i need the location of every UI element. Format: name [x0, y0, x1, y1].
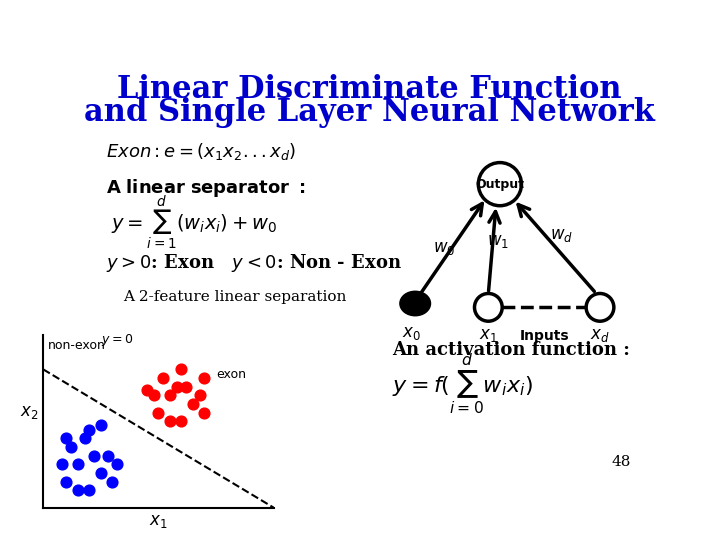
Text: and Single Layer Neural Network: and Single Layer Neural Network — [84, 97, 654, 128]
Text: Output: Output — [475, 178, 524, 191]
Point — [199, 408, 210, 417]
Text: $w_0$: $w_0$ — [433, 240, 456, 256]
Point — [187, 400, 199, 408]
Text: $\it{Exon: e=(x_1 x_2...x_d)}$: $\it{Exon: e=(x_1 x_2...x_d)}$ — [106, 140, 296, 161]
Point — [141, 386, 153, 394]
Text: non-exon: non-exon — [48, 339, 106, 352]
Text: $x_1$: $x_1$ — [479, 327, 498, 343]
Text: A 2-feature linear separation: A 2-feature linear separation — [122, 291, 346, 305]
Point — [199, 374, 210, 382]
Y-axis label: $x_2$: $x_2$ — [20, 404, 39, 421]
Circle shape — [478, 163, 521, 206]
Text: $x_0$: $x_0$ — [402, 325, 420, 342]
Text: $x_d$: $x_d$ — [590, 327, 610, 343]
Point — [84, 486, 95, 495]
Point — [95, 420, 107, 429]
X-axis label: $x_1$: $x_1$ — [149, 513, 168, 530]
Point — [176, 417, 187, 426]
Text: exon: exon — [216, 368, 246, 381]
Ellipse shape — [400, 292, 430, 315]
Point — [107, 477, 118, 486]
Point — [72, 486, 84, 495]
Text: $w_1$: $w_1$ — [487, 233, 508, 251]
Point — [79, 434, 91, 443]
Text: Inputs: Inputs — [519, 329, 569, 343]
Point — [88, 451, 99, 460]
Text: An activation function :: An activation function : — [392, 341, 630, 359]
Point — [60, 434, 72, 443]
Point — [164, 391, 176, 400]
Point — [164, 417, 176, 426]
Circle shape — [474, 294, 503, 321]
Point — [153, 408, 164, 417]
Text: $y=0$: $y=0$ — [101, 333, 133, 348]
Point — [60, 477, 72, 486]
Text: $w_d$: $w_d$ — [550, 227, 573, 244]
Point — [95, 469, 107, 477]
Text: 48: 48 — [611, 455, 631, 469]
Point — [148, 391, 160, 400]
Point — [176, 365, 187, 374]
Text: $\bf{A\ linear\ separator\ :}$: $\bf{A\ linear\ separator\ :}$ — [106, 177, 305, 199]
Circle shape — [586, 294, 614, 321]
Point — [111, 460, 122, 469]
Point — [72, 460, 84, 469]
Text: $y > 0$: Exon   $y < 0$: Non - Exon: $y > 0$: Exon $y < 0$: Non - Exon — [106, 253, 402, 274]
Point — [171, 382, 183, 391]
Text: $y = f(\sum_{i=0}^{d} w_i x_i)$: $y = f(\sum_{i=0}^{d} w_i x_i)$ — [392, 352, 533, 416]
Point — [65, 443, 76, 451]
Point — [157, 374, 168, 382]
Point — [194, 391, 206, 400]
Text: $y = \sum_{i=1}^{d}(w_i x_i) + w_0$: $y = \sum_{i=1}^{d}(w_i x_i) + w_0$ — [111, 193, 277, 252]
Point — [56, 460, 68, 469]
Text: Linear Discriminate Function: Linear Discriminate Function — [117, 74, 621, 105]
Point — [102, 451, 114, 460]
Point — [180, 382, 192, 391]
Point — [84, 426, 95, 434]
